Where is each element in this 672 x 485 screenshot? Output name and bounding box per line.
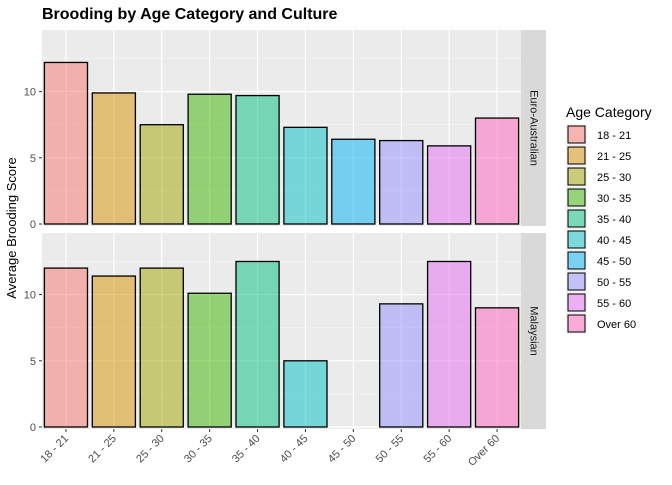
y-axis-label: Average Brooding Score: [4, 157, 19, 298]
legend-label: Over 60: [597, 319, 636, 331]
facet-panels: 0 5 10 Euro-Australian 0 5 10 Malaysian: [24, 30, 546, 434]
x-tick-label: 40 - 45: [278, 433, 311, 466]
legend-swatch: [567, 188, 586, 207]
bar-35-40: [235, 94, 280, 225]
legend-swatch: [567, 209, 586, 228]
facet-strip-label: Malaysian: [528, 306, 540, 356]
legend-item: 45 - 50: [566, 250, 631, 271]
legend-label: 25 - 30: [597, 172, 631, 184]
facet-strip: [521, 233, 546, 429]
legend-swatch: [567, 167, 586, 186]
y-tick-label: 10: [24, 290, 36, 302]
legend-label: 21 - 25: [597, 151, 631, 163]
bar-55-60: [426, 145, 472, 225]
bar-21-25: [91, 92, 137, 225]
legend-label: 30 - 35: [597, 193, 631, 205]
x-tick-label: 25 - 30: [134, 433, 167, 466]
legend-item: 35 - 40: [566, 208, 631, 229]
bar-50-55: [379, 303, 424, 428]
legend-title: Age Category: [566, 104, 652, 120]
bar-30-35: [187, 93, 232, 225]
legend-swatch: [567, 125, 586, 144]
bar-25-30: [139, 124, 184, 225]
x-tick-label: Over 60: [466, 433, 502, 469]
x-tick-label: 18 - 21: [38, 433, 71, 466]
facet-panel-1: 0 5 10 Malaysian: [24, 233, 546, 434]
legend-label: 55 - 60: [597, 298, 631, 310]
x-tick-label: 35 - 40: [230, 433, 263, 466]
legend: Age Category 18 - 21 21 - 25 25 - 30 30 - 3…: [566, 104, 652, 334]
chart-title: Brooding by Age Category and Culture: [42, 6, 338, 23]
legend-item: 25 - 30: [566, 166, 631, 187]
legend-label: 35 - 40: [597, 214, 631, 226]
y-tick-label: 5: [30, 356, 36, 368]
x-tick-label: 55 - 60: [422, 433, 455, 466]
bar-over60: [474, 117, 520, 225]
bar-25-30: [139, 267, 184, 428]
x-axis: 18 - 21 21 - 25 25 - 30 30 - 35 35 - 40 40 - …: [38, 429, 502, 469]
bar-over60: [474, 307, 520, 428]
bar-40-45: [283, 126, 328, 225]
legend-item: 50 - 55: [566, 271, 631, 292]
x-tick-label: 45 - 50: [326, 433, 359, 466]
legend-label: 50 - 55: [597, 277, 631, 289]
legend-swatch: [567, 293, 586, 312]
facet-strip: [521, 30, 546, 226]
x-tick-label: 21 - 25: [86, 433, 119, 466]
legend-swatch: [567, 146, 586, 165]
legend-item: 30 - 35: [566, 187, 631, 208]
legend-label: 18 - 21: [597, 130, 631, 142]
legend-item: 21 - 25: [566, 145, 631, 166]
legend-label: 45 - 50: [597, 256, 631, 268]
legend-item: Over 60: [566, 313, 636, 334]
facet-panel-0: 0 5 10 Euro-Australian: [24, 30, 546, 231]
bar-55-60: [426, 260, 472, 428]
facet-strip-label: Euro-Australian: [528, 90, 540, 166]
y-tick-label: 5: [30, 153, 36, 165]
x-tick-label: 50 - 55: [374, 433, 407, 466]
legend-label: 40 - 45: [597, 235, 631, 247]
legend-item: 18 - 21: [566, 124, 631, 145]
bar-50-55: [379, 139, 424, 225]
legend-swatch: [567, 272, 586, 291]
bar-21-25: [91, 275, 137, 428]
y-tick-label: 0: [30, 422, 36, 434]
bar-30-35: [187, 292, 232, 428]
legend-swatch: [567, 251, 586, 270]
bar-45-50: [331, 138, 376, 225]
bar-18-21: [43, 267, 89, 428]
x-tick-label: 30 - 35: [182, 433, 215, 466]
y-tick-label: 0: [30, 219, 36, 231]
bar-35-40: [235, 260, 280, 428]
legend-item: 40 - 45: [566, 229, 631, 250]
legend-swatch: [567, 230, 586, 249]
bar-40-45: [283, 360, 328, 428]
legend-item: 55 - 60: [566, 292, 631, 313]
bar-18-21: [43, 61, 89, 225]
legend-keys: 18 - 21 21 - 25 25 - 30 30 - 35 35 - 40 40 - …: [566, 124, 636, 334]
y-tick-label: 10: [24, 87, 36, 99]
legend-swatch: [567, 314, 586, 333]
